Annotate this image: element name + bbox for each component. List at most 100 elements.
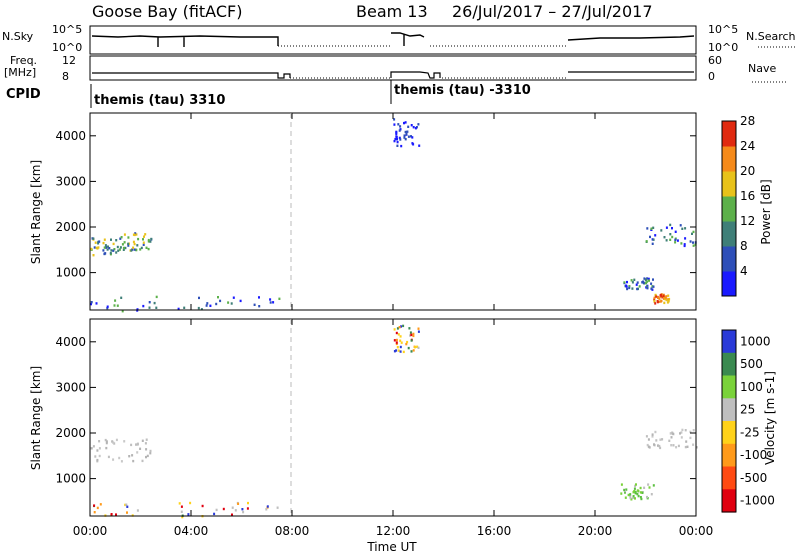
power-echo-point: [143, 235, 145, 238]
velocity-echo-point: [139, 447, 142, 450]
velocity-colorbar-frame: [721, 329, 737, 513]
power-echo-point: [102, 241, 105, 245]
velocity-echo-point: [178, 502, 181, 505]
velocity-colorbar-swatch: [722, 489, 736, 513]
velocity-echo-point: [410, 339, 413, 342]
velocity-echo-point: [405, 342, 408, 346]
velocity-echo-point: [632, 495, 635, 498]
velocity-echo-point: [395, 341, 398, 344]
power-echo-point: [108, 247, 111, 250]
power-echo-point: [230, 302, 233, 305]
velocity-echo-point: [237, 502, 240, 505]
velocity-echo-point: [395, 349, 398, 352]
power-echo-point: [636, 287, 639, 291]
velocity-echo-point: [412, 332, 415, 336]
power-echo-point: [692, 241, 694, 244]
power-echo-point: [118, 248, 121, 251]
power-echo-point: [691, 232, 693, 235]
velocity-echo-point: [648, 486, 651, 489]
velocity-colorbar-tick: -25: [740, 425, 760, 439]
velocity-echo-point: [620, 483, 623, 486]
velocity-echo-point: [410, 333, 413, 337]
power-echo-point: [638, 285, 641, 288]
power-echo-point: [399, 138, 402, 141]
power-echo-point: [136, 244, 139, 247]
power-echo-point: [145, 246, 148, 249]
power-echo-point: [407, 135, 410, 138]
power-echo-point: [651, 242, 654, 245]
power-echo-point: [658, 297, 661, 300]
power-echo-point: [104, 244, 107, 247]
velocity-echo-point: [399, 350, 402, 353]
time-tick-label: 20:00: [578, 524, 613, 538]
velocity-echo-point: [407, 346, 410, 350]
power-echo-point: [177, 307, 180, 311]
power-echo-point: [667, 300, 670, 303]
velocity-echo-point: [402, 350, 405, 354]
power-echo-point: [665, 298, 668, 302]
power-echo-point: [147, 240, 150, 243]
velocity-echo-point: [672, 444, 675, 447]
power-ylabel: Slant Range [km]: [29, 160, 43, 264]
velocity-echo-point: [661, 438, 664, 441]
power-echo-point: [653, 298, 656, 301]
power-echo-point: [403, 136, 406, 139]
velocity-echo-point: [679, 432, 681, 435]
velocity-echo-point: [636, 492, 639, 496]
velocity-echo-point: [128, 455, 131, 458]
velocity-echo-point: [98, 454, 101, 458]
velocity-echo-point: [234, 509, 237, 512]
velocity-echo-point: [634, 490, 637, 494]
power-echo-point: [114, 299, 117, 302]
velocity-echo-point: [670, 436, 673, 439]
cpid-segment-1: themis (tau) 3310: [94, 93, 225, 108]
power-echo-point: [650, 287, 653, 290]
velocity-echo-point: [180, 510, 183, 513]
power-echo-point: [269, 298, 272, 301]
power-echo-point: [674, 238, 677, 241]
power-echo-point: [656, 300, 659, 304]
power-echo-point: [642, 281, 645, 285]
velocity-echo-point: [406, 340, 409, 344]
power-echo-point: [140, 246, 143, 250]
nave-tick-bottom: 0: [708, 70, 715, 83]
power-echo-point: [90, 302, 92, 306]
velocity-echo-point: [651, 435, 654, 438]
power-ytick-label: 1000: [55, 266, 86, 280]
freq-frame: [89, 55, 697, 81]
power-colorbar-swatch: [722, 121, 736, 147]
power-colorbar-swatch: [722, 146, 736, 172]
power-echo-point: [253, 303, 256, 306]
power-echo-point: [403, 134, 406, 137]
velocity-echo-point: [633, 487, 636, 490]
power-echo-point: [121, 310, 124, 313]
power-echo-point: [102, 249, 105, 252]
power-echo-point: [110, 249, 113, 252]
velocity-echo-point: [396, 327, 399, 330]
power-echo-point: [120, 296, 123, 299]
velocity-echo-point: [634, 492, 637, 495]
power-echo-point: [393, 118, 396, 121]
velocity-frame: [89, 318, 697, 517]
velocity-echo-point: [670, 444, 673, 447]
power-echo-point: [394, 137, 397, 141]
velocity-echo-point: [689, 430, 692, 434]
power-echo-point: [119, 246, 122, 249]
velocity-echo-point: [630, 498, 633, 501]
velocity-echo-point: [107, 455, 110, 459]
power-echo-point: [127, 244, 130, 247]
velocity-echo-point: [634, 484, 637, 488]
velocity-echo-point: [668, 439, 671, 442]
nave-label: Nave: [748, 62, 776, 75]
velocity-echo-point: [632, 496, 635, 499]
velocity-echo-point: [640, 497, 643, 501]
power-echo-point: [206, 302, 209, 305]
power-echo-point: [258, 296, 260, 299]
velocity-echo-point: [104, 438, 107, 442]
velocity-echo-point: [659, 446, 662, 450]
velocity-echo-point: [400, 341, 403, 344]
velocity-echo-point: [639, 496, 642, 499]
power-echo-point: [144, 233, 147, 236]
power-echo-point: [660, 300, 662, 303]
velocity-echo-point: [633, 490, 636, 493]
